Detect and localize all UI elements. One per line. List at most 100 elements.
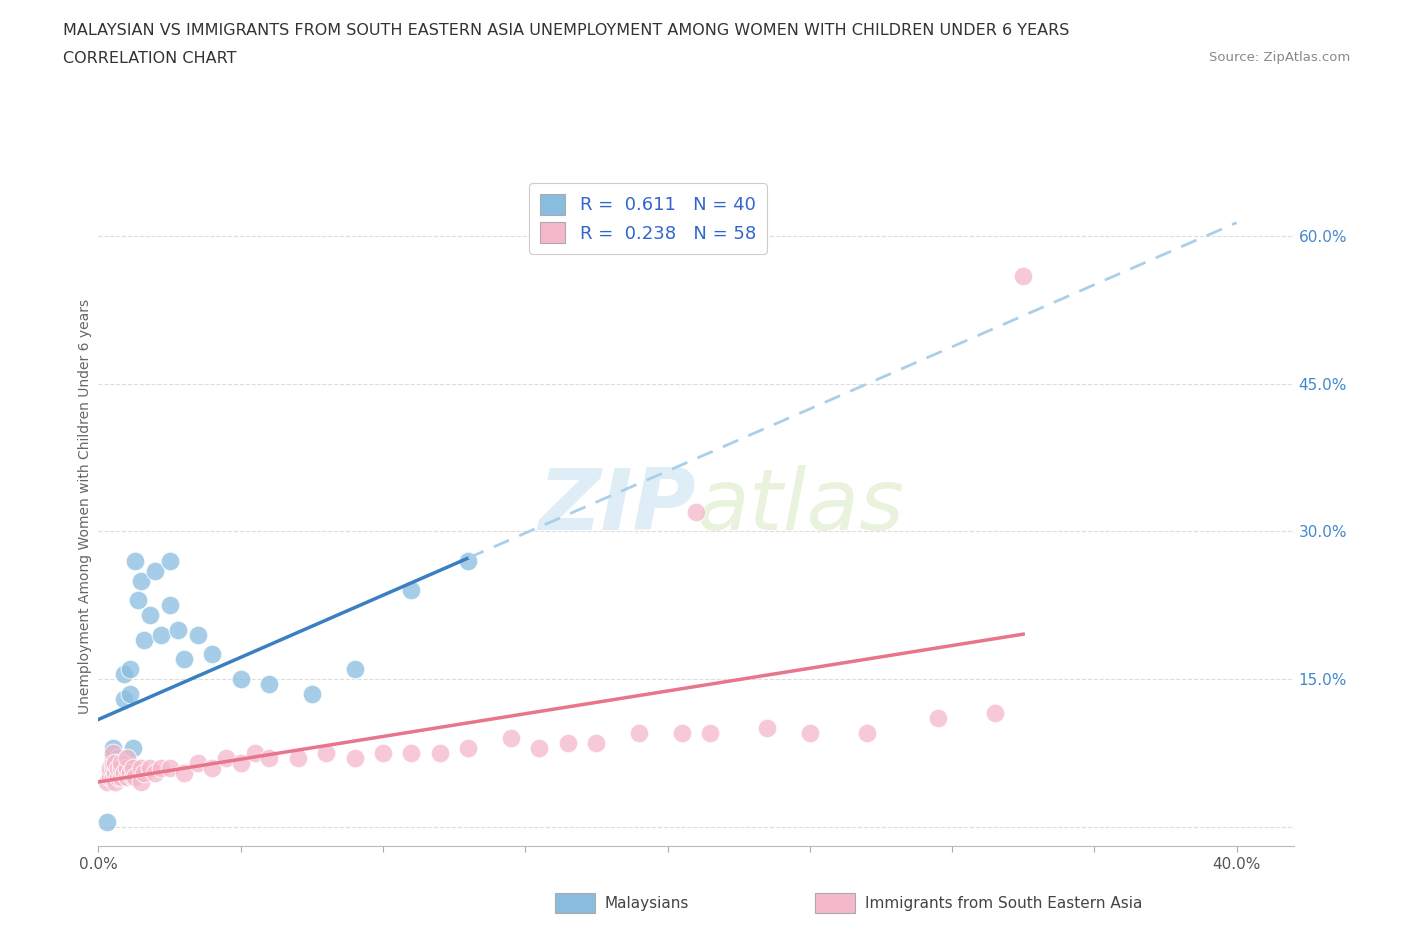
Point bbox=[98, 765, 121, 780]
Point bbox=[315, 745, 337, 760]
Point bbox=[685, 504, 707, 519]
Legend: R =  0.611   N = 40, R =  0.238   N = 58: R = 0.611 N = 40, R = 0.238 N = 58 bbox=[529, 183, 768, 254]
Point bbox=[101, 751, 124, 765]
Point bbox=[201, 760, 224, 775]
Point bbox=[499, 731, 522, 746]
Y-axis label: Unemployment Among Women with Children Under 6 years: Unemployment Among Women with Children U… bbox=[79, 299, 93, 714]
Point bbox=[927, 711, 949, 725]
Point bbox=[121, 740, 143, 755]
Point bbox=[110, 755, 132, 770]
Text: Source: ZipAtlas.com: Source: ZipAtlas.com bbox=[1209, 51, 1350, 64]
Point bbox=[401, 745, 423, 760]
Point bbox=[159, 553, 181, 568]
Point bbox=[301, 686, 323, 701]
Point bbox=[129, 760, 152, 775]
Point bbox=[104, 755, 127, 770]
Point bbox=[129, 573, 152, 588]
Point bbox=[167, 622, 190, 637]
Point bbox=[243, 745, 266, 760]
Point bbox=[132, 632, 155, 647]
Point bbox=[101, 760, 124, 775]
Point bbox=[115, 760, 138, 775]
Point bbox=[457, 553, 479, 568]
Point bbox=[101, 755, 124, 770]
Point bbox=[115, 755, 138, 770]
Text: atlas: atlas bbox=[696, 465, 904, 549]
Point bbox=[343, 751, 366, 765]
Point bbox=[799, 725, 821, 740]
Point bbox=[257, 751, 280, 765]
Point bbox=[112, 667, 135, 682]
Point bbox=[110, 760, 132, 775]
Point bbox=[257, 676, 280, 691]
Point bbox=[124, 770, 146, 785]
Point bbox=[101, 745, 124, 760]
Point bbox=[187, 755, 209, 770]
Point bbox=[229, 755, 252, 770]
Point bbox=[1012, 268, 1035, 283]
Point bbox=[104, 765, 127, 780]
Point bbox=[112, 765, 135, 780]
Point bbox=[138, 607, 160, 622]
Point bbox=[112, 691, 135, 706]
Point bbox=[110, 755, 132, 770]
Text: CORRELATION CHART: CORRELATION CHART bbox=[63, 51, 236, 66]
Point bbox=[143, 564, 166, 578]
Point bbox=[110, 760, 132, 775]
Point bbox=[984, 706, 1007, 721]
Point bbox=[121, 760, 143, 775]
Point bbox=[104, 760, 127, 775]
Point bbox=[121, 760, 143, 775]
Point bbox=[124, 553, 146, 568]
Point bbox=[121, 770, 143, 785]
Point bbox=[115, 751, 138, 765]
Point bbox=[173, 765, 195, 780]
Point bbox=[401, 583, 423, 598]
Point bbox=[118, 765, 141, 780]
Point bbox=[159, 760, 181, 775]
Point bbox=[127, 593, 149, 608]
Point bbox=[101, 740, 124, 755]
Point bbox=[118, 686, 141, 701]
Point bbox=[457, 740, 479, 755]
Point bbox=[115, 760, 138, 775]
Point bbox=[143, 765, 166, 780]
Point bbox=[229, 671, 252, 686]
Point bbox=[96, 775, 118, 790]
Point bbox=[671, 725, 693, 740]
Point bbox=[101, 760, 124, 775]
Point bbox=[855, 725, 877, 740]
Point bbox=[118, 662, 141, 677]
Point bbox=[110, 770, 132, 785]
Point bbox=[115, 751, 138, 765]
Point bbox=[150, 628, 173, 643]
Text: Malaysians: Malaysians bbox=[605, 896, 689, 910]
Point bbox=[104, 755, 127, 770]
Point bbox=[101, 745, 124, 760]
Point bbox=[287, 751, 309, 765]
Point bbox=[150, 760, 173, 775]
Point bbox=[371, 745, 394, 760]
Point bbox=[107, 760, 129, 775]
Point bbox=[585, 736, 607, 751]
Point bbox=[529, 740, 551, 755]
Point bbox=[756, 721, 779, 736]
Point bbox=[628, 725, 651, 740]
Point bbox=[138, 760, 160, 775]
Point bbox=[187, 628, 209, 643]
Point bbox=[101, 755, 124, 770]
Point bbox=[343, 662, 366, 677]
Point bbox=[215, 751, 238, 765]
Point bbox=[429, 745, 451, 760]
Point bbox=[104, 775, 127, 790]
Point bbox=[101, 770, 124, 785]
Text: ZIP: ZIP bbox=[538, 465, 696, 549]
Point bbox=[96, 815, 118, 830]
Point bbox=[159, 598, 181, 613]
Point bbox=[173, 652, 195, 667]
Point bbox=[557, 736, 579, 751]
Point bbox=[107, 751, 129, 765]
Point bbox=[129, 775, 152, 790]
Point bbox=[132, 765, 155, 780]
Text: MALAYSIAN VS IMMIGRANTS FROM SOUTH EASTERN ASIA UNEMPLOYMENT AMONG WOMEN WITH CH: MALAYSIAN VS IMMIGRANTS FROM SOUTH EASTE… bbox=[63, 23, 1070, 38]
